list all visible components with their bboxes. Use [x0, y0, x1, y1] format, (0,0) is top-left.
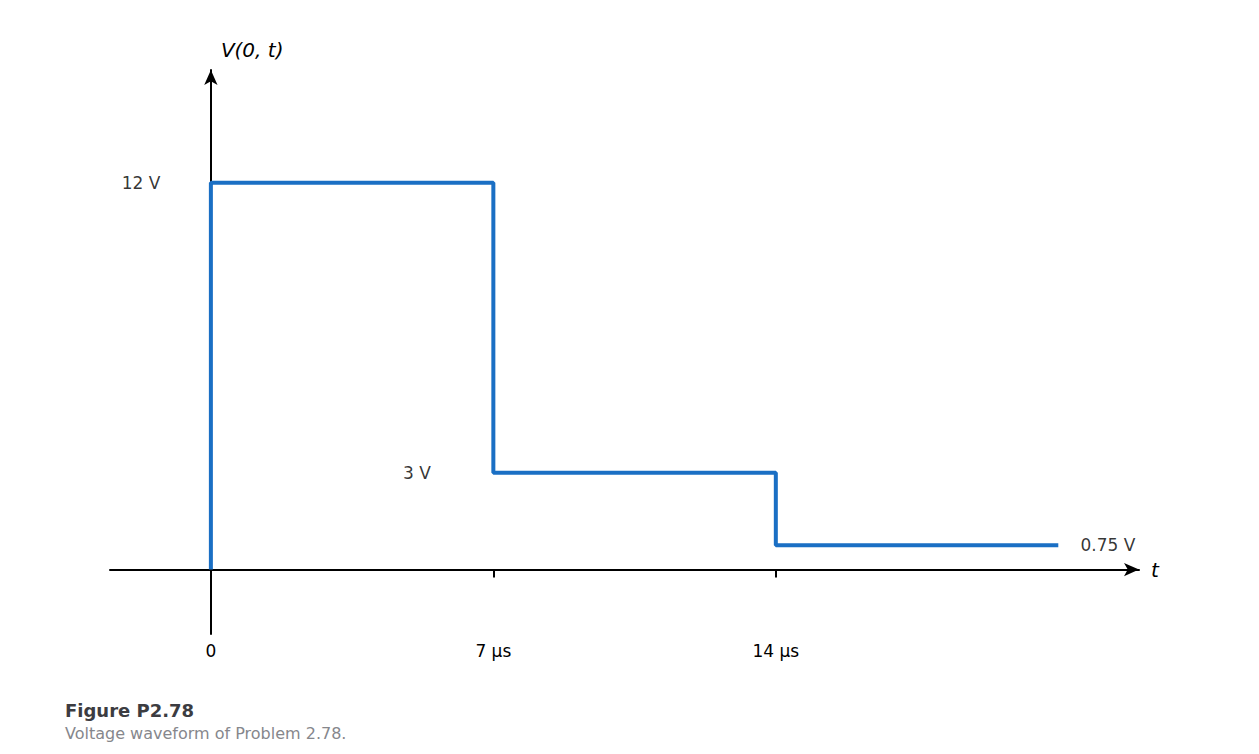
svg-text:3 V: 3 V [403, 463, 431, 483]
svg-text:Voltage waveform of Problem 2.: Voltage waveform of Problem 2.78. [65, 724, 346, 743]
svg-text:V(0, t): V(0, t) [221, 38, 284, 62]
svg-text:7 μs: 7 μs [475, 641, 511, 661]
svg-text:12 V: 12 V [122, 173, 161, 193]
svg-text:0: 0 [205, 641, 216, 661]
svg-text:0.75 V: 0.75 V [1080, 535, 1135, 555]
svg-text:14 μs: 14 μs [752, 641, 799, 661]
svg-text:t: t [1151, 558, 1160, 582]
svg-text:Figure P2.78: Figure P2.78 [65, 700, 194, 721]
